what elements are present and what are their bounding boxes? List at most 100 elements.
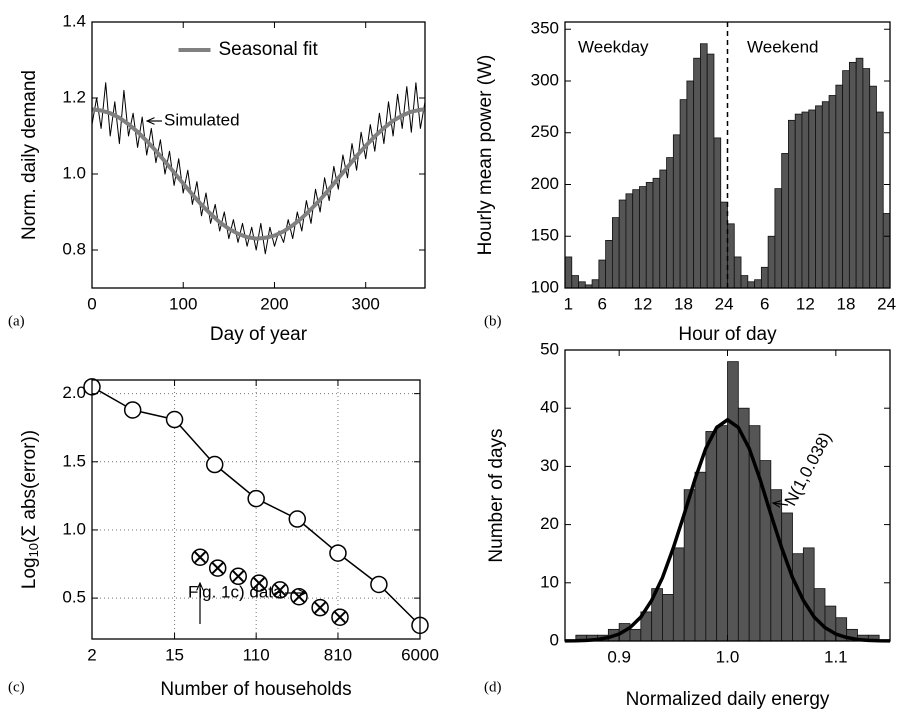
y-tick-label: 50 [540, 339, 559, 358]
bar [618, 199, 627, 289]
marker [165, 410, 184, 429]
bar [578, 281, 586, 289]
bar [774, 188, 783, 289]
y-axis-label: Hourly mean power (W) [475, 55, 496, 256]
x-tick-label: 1 [564, 294, 573, 313]
panel-label: (b) [484, 313, 502, 329]
marker-circle [205, 455, 224, 474]
y-tick-label: 40 [540, 398, 559, 417]
marker-cross [333, 610, 347, 624]
y-tick-label: 100 [531, 277, 559, 296]
marker [271, 581, 289, 599]
bar [760, 266, 769, 289]
bar [571, 275, 579, 289]
annotation: Fig. 1c) data [188, 582, 283, 601]
bar [666, 157, 674, 289]
bar [876, 111, 884, 289]
marker [191, 548, 209, 566]
x-tick-label: 6 [598, 294, 607, 313]
bar [813, 588, 826, 642]
y-axis-label-part: Log [19, 557, 40, 589]
bar [652, 177, 661, 289]
y-tick-label: 0.5 [62, 588, 86, 607]
marker [290, 587, 308, 606]
x-tick-label: 6000 [401, 645, 439, 664]
y-tick-label: 1.5 [62, 451, 86, 470]
marker [288, 510, 307, 528]
bar [672, 134, 681, 289]
marker-cross [193, 550, 207, 564]
marker-circle [370, 575, 388, 594]
bar [629, 628, 642, 642]
bar [869, 85, 877, 289]
bar [808, 109, 816, 289]
marker [208, 559, 227, 577]
panel-label: (d) [484, 679, 502, 695]
bar [672, 547, 685, 642]
bar [781, 153, 789, 289]
bar [605, 239, 613, 289]
bar [824, 605, 837, 642]
marker-cross [252, 576, 266, 590]
bar [632, 189, 640, 289]
bar [694, 471, 707, 642]
annotation: Weekday [578, 37, 649, 56]
x-tick-label: 810 [324, 645, 352, 664]
fit-curve [564, 417, 891, 643]
bar [754, 279, 762, 289]
y-tick-label: 1.0 [62, 519, 86, 538]
bar [713, 137, 722, 289]
bar [720, 201, 728, 289]
bar [801, 111, 810, 289]
y-tick-label: 150 [531, 226, 559, 245]
marker-circle [288, 510, 307, 528]
y-axis-label: Number of days [486, 428, 507, 562]
marker [311, 598, 329, 617]
bar [747, 281, 755, 289]
x-tick-label: 24 [877, 294, 896, 313]
bar [855, 57, 864, 289]
y-tick-label: 2.0 [62, 383, 86, 402]
bar [835, 84, 844, 289]
bar [591, 279, 600, 289]
marker-cross [313, 601, 327, 614]
panel-label: (c) [8, 679, 25, 695]
x-tick-label: 200 [260, 294, 288, 313]
x-tick-label: 12 [633, 294, 652, 313]
x-axis-label: Hour of day [678, 324, 777, 345]
bar [700, 43, 708, 289]
y-tick-label: 300 [531, 70, 559, 89]
marker-circle [247, 489, 265, 508]
annotation: Weekend [747, 37, 819, 56]
bar [794, 113, 803, 289]
bar [727, 223, 735, 289]
x-tick-label: 18 [674, 294, 693, 313]
x-tick-label: 0.9 [607, 647, 631, 666]
y-tick-label: 0.8 [62, 239, 86, 258]
x-tick-label: 0 [87, 294, 96, 313]
bar [770, 489, 783, 642]
bar [625, 193, 634, 289]
x-tick-label: 6 [760, 294, 769, 313]
bar [788, 119, 796, 289]
plot-frame [564, 21, 891, 289]
annotation: Simulated [164, 110, 240, 129]
y-tick-label: 1.0 [62, 163, 86, 182]
bar [767, 235, 776, 289]
bar [842, 70, 850, 289]
marker [123, 401, 142, 419]
y-tick-label: 0 [550, 630, 559, 649]
y-tick-label: 200 [531, 174, 559, 193]
bar [815, 105, 823, 289]
series-line [91, 107, 426, 241]
bar [611, 217, 620, 289]
bar [706, 53, 715, 289]
x-axis-label: Number of households [160, 679, 351, 700]
bar [828, 95, 837, 289]
marker-circle [329, 544, 347, 562]
marker-cross [211, 561, 224, 575]
x-tick-label: 100 [169, 294, 197, 313]
y-tick-label: 250 [531, 122, 559, 141]
x-tick-label: 15 [165, 645, 184, 664]
